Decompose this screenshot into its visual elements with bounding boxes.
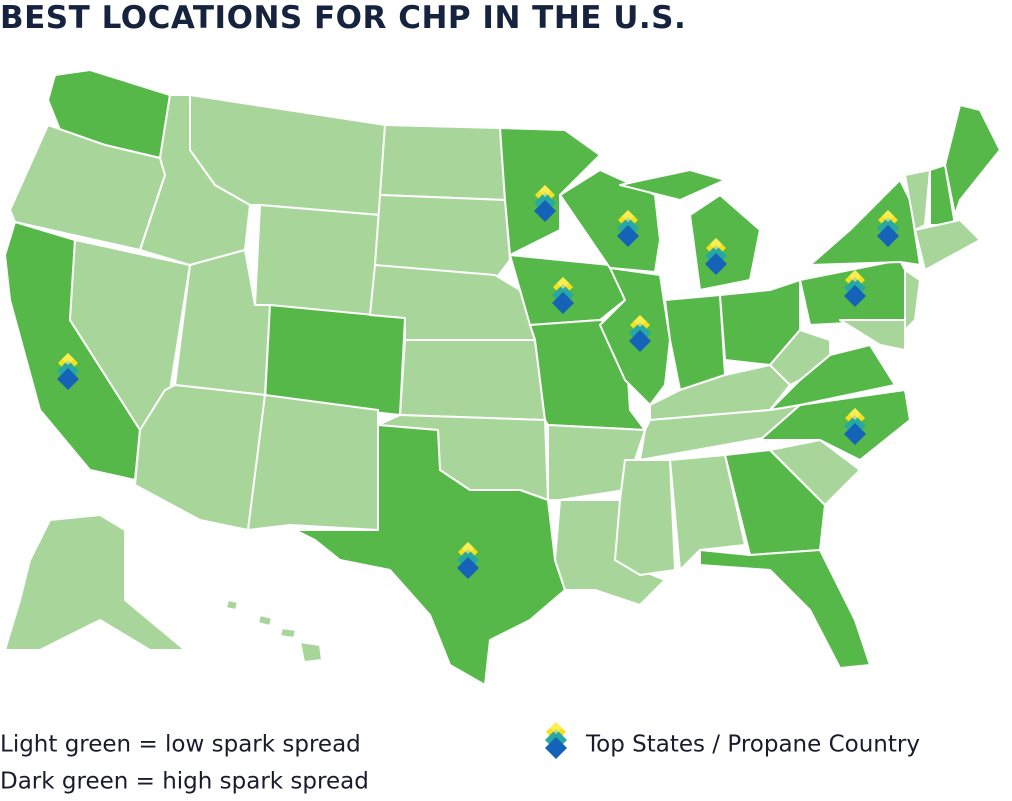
state-fl bbox=[699, 549, 871, 669]
state-hi1 bbox=[225, 599, 239, 611]
legend-light: Light green = low spark spread bbox=[0, 732, 361, 758]
legend-marker: Top States / Propane Country bbox=[585, 732, 920, 758]
states bbox=[4, 69, 1001, 686]
state-in bbox=[664, 294, 726, 391]
state-vt bbox=[904, 169, 931, 231]
state-wy bbox=[254, 204, 381, 321]
state-sc bbox=[769, 439, 861, 506]
legend-dark: Dark green = high spark spread bbox=[0, 769, 369, 795]
state-ks bbox=[399, 339, 546, 421]
state-ny bbox=[809, 179, 921, 266]
state-mi-up bbox=[619, 169, 726, 201]
state-hi3 bbox=[279, 627, 297, 639]
state-sd bbox=[374, 194, 511, 281]
state-wv bbox=[769, 329, 831, 386]
state-ms bbox=[614, 459, 676, 576]
state-nj bbox=[904, 269, 921, 331]
state-tx bbox=[294, 424, 566, 686]
legend-icon bbox=[545, 722, 567, 759]
state-hi4 bbox=[299, 641, 323, 663]
state-az bbox=[134, 384, 266, 531]
state-mi bbox=[689, 194, 761, 291]
state-hi2 bbox=[257, 614, 273, 627]
state-nd bbox=[379, 124, 506, 201]
state-ak bbox=[4, 514, 186, 651]
state-al bbox=[669, 454, 746, 571]
state-ne-states bbox=[914, 219, 981, 271]
state-nm bbox=[247, 394, 379, 531]
state-md bbox=[839, 319, 906, 351]
state-ga bbox=[724, 449, 826, 556]
state-ar bbox=[547, 424, 646, 501]
state-me bbox=[944, 104, 1001, 216]
title: BEST LOCATIONS FOR CHP IN THE U.S. bbox=[0, 0, 686, 36]
